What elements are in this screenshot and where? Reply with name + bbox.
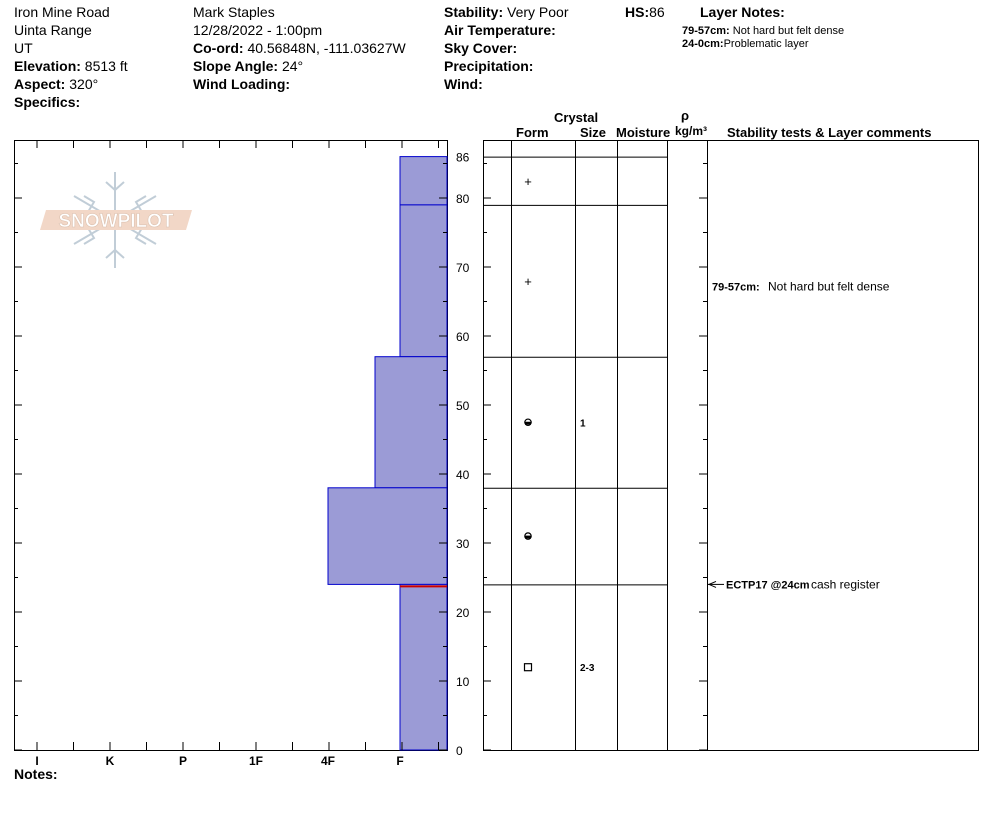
precip-label: Precipitation: (444, 58, 534, 74)
form-symbol-3 (524, 418, 532, 427)
axis-ticks: 0 10 20 30 40 50 60 70 80 86 (14, 140, 707, 758)
sky-label: Sky Cover: (444, 40, 518, 56)
hs: HS:86 (625, 3, 665, 21)
layer-note-1: 79-57cm: Not hard but felt dense (682, 25, 844, 38)
depth-label-0: 0 (456, 744, 463, 758)
crystal-header: Crystal (554, 110, 599, 125)
form-symbol-1: + (524, 174, 532, 189)
state: UT (14, 40, 33, 56)
wind-loading-label: Wind Loading: (193, 76, 291, 92)
specifics-label: Specifics: (14, 94, 81, 110)
aspect-label: Aspect: (14, 76, 66, 92)
rounded-grain-fill (525, 421, 531, 425)
form-header: Form (516, 125, 549, 140)
coord-label: Co-ord: (193, 40, 244, 56)
slope-label: Slope Angle: (193, 58, 279, 74)
stability-comments-header: Stability tests & Layer comments (727, 125, 932, 140)
elevation-label: Elevation: (14, 58, 81, 74)
notes-label: Notes: (14, 766, 58, 782)
size-header: Size (580, 125, 607, 140)
rho-header: ρ (681, 108, 690, 123)
wind-label: Wind: (444, 76, 483, 92)
observer: Mark Staples (193, 4, 275, 20)
elevation: Elevation: 8513 ft (14, 57, 128, 75)
comment-text-2: cash register (811, 577, 880, 591)
hardness-bar-4 (327, 487, 448, 585)
aspect: Aspect: 320° (14, 75, 98, 93)
elevation-value: 8513 ft (84, 58, 128, 74)
hs-value: 86 (649, 4, 665, 20)
stability-label: Stability: (444, 4, 504, 20)
layer-note-2-text: Problematic layer (723, 38, 809, 50)
depth-label-80: 80 (456, 192, 470, 206)
hardness-label-i: I (35, 754, 38, 768)
depth-label-30: 30 (456, 537, 470, 551)
hardness-bars (327, 156, 448, 751)
layer-note-1-text: Not hard but felt dense (732, 25, 845, 37)
slope-value: 24° (281, 58, 304, 74)
hardness-label-p: P (179, 754, 187, 768)
form-symbol-2: + (524, 274, 532, 289)
size-value-3: 1 (580, 418, 586, 429)
air-temp-label: Air Temperature: (444, 22, 556, 38)
aspect-value: 320° (69, 76, 99, 92)
hardness-label-f: F (396, 754, 403, 768)
moisture-header: Moisture (616, 125, 671, 140)
comment-range-1: 79-57cm: (712, 282, 760, 294)
depth-label-10: 10 (456, 675, 470, 689)
comment-text-1: Not hard but felt dense (768, 280, 890, 294)
location: Iron Mine Road (14, 4, 110, 20)
hardness-bar-1 (399, 156, 448, 206)
comments: 79-57cm: Not hard but felt dense ECTP17 @2… (707, 280, 890, 591)
hardness-labels: I K P 1F 4F F (35, 754, 403, 768)
layer-table-frame (483, 140, 979, 751)
layer-note-2-range: 24-0cm: (682, 38, 724, 50)
form-symbol-5 (523, 663, 533, 672)
form-symbol-4 (524, 532, 532, 540)
depth-label-70: 70 (456, 261, 470, 275)
snowpilot-logo: SNOWPILOT (40, 172, 192, 268)
layer-notes-label: Layer Notes: (700, 4, 785, 20)
depth-label-20: 20 (456, 606, 470, 620)
layer-note-1-range: 79-57cm: (682, 25, 730, 37)
coord: Co-ord: 40.56848N, -111.03627W (193, 39, 406, 57)
table-lines (483, 140, 708, 750)
stability-value: Very Poor (507, 4, 569, 20)
comment-arrow-icon (707, 580, 717, 588)
range: Uinta Range (14, 22, 92, 38)
density-unit-header: kg/m³ (675, 124, 708, 138)
rounded-grain-fill (525, 535, 531, 539)
hardness-bar-3 (374, 356, 448, 489)
rounded-grain-icon (524, 418, 532, 427)
depth-label-50: 50 (456, 399, 470, 413)
depth-label-hs: 86 (456, 151, 470, 165)
rounded-grain-icon (524, 532, 532, 540)
hardness-label-4f: 4F (321, 754, 335, 768)
layer-note-2: 24-0cm:Problematic layer (682, 38, 809, 51)
coord-value: 40.56848N, -111.03627W (247, 40, 406, 56)
comment-range-2: ECTP17 @24cm (726, 579, 810, 591)
hardness-bar-2 (399, 204, 448, 358)
stability: Stability: Very Poor (444, 3, 569, 21)
layer-marks: + +1 2-3 (523, 174, 595, 674)
size-value-5: 2-3 (580, 663, 595, 674)
datetime: 12/28/2022 - 1:00pm (193, 22, 323, 38)
slope: Slope Angle: 24° (193, 57, 303, 75)
hardness-bar-5 (399, 583, 448, 751)
depth-label-40: 40 (456, 468, 470, 482)
hardness-label-k: K (106, 754, 115, 768)
logo-text: SNOWPILOT (58, 211, 173, 232)
depth-label-60: 60 (456, 330, 470, 344)
hardness-label-1f: 1F (249, 754, 263, 768)
hs-label: HS: (625, 4, 650, 20)
